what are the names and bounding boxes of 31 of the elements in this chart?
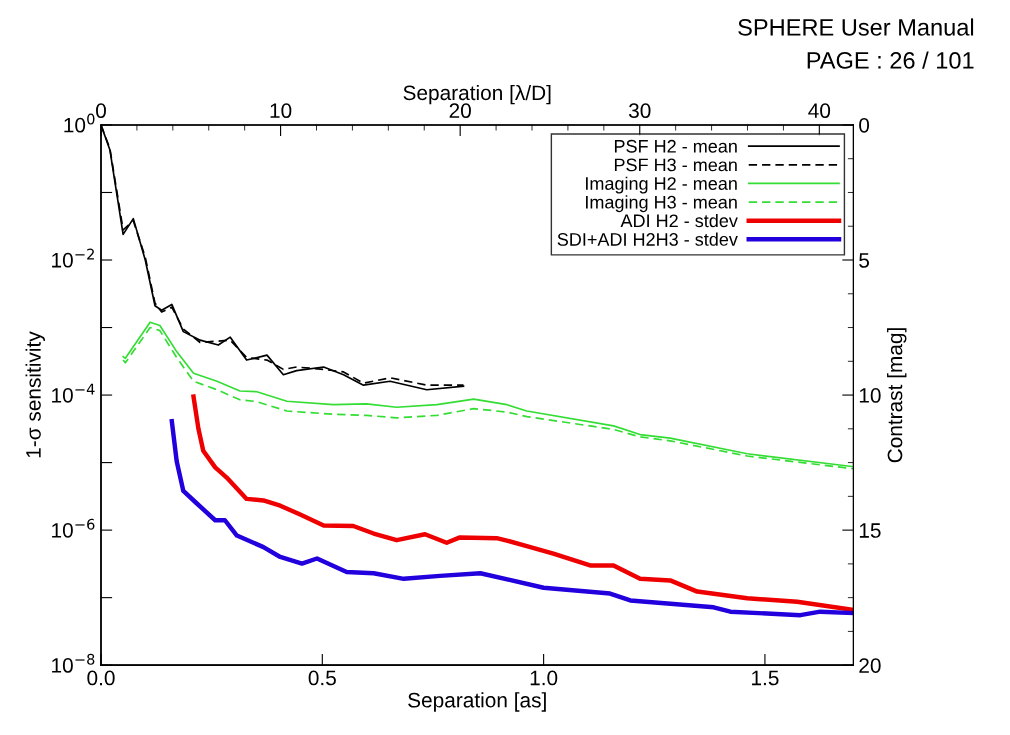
x2-tick-label: 0: [96, 103, 106, 119]
y2-tick-label: 0: [859, 117, 870, 133]
y2-tick-label: 5: [859, 253, 870, 268]
x-tick-label: 0.5: [308, 670, 336, 686]
y2-tick-label: 10: [859, 388, 881, 403]
text: PAGE : 26 / 101: [807, 51, 974, 69]
x2-tick-label: 10: [270, 103, 292, 119]
x2-axis-title: Separation [λ/D]: [403, 84, 551, 105]
line-series: [169, 418, 854, 618]
y-tick-label: 10$^{−2}$: [52, 248, 94, 268]
legend-label: PSF H2 - mean: [614, 139, 737, 153]
y2-tick-label: 20: [859, 658, 881, 673]
y-axis-title: 1-σ sensitivity: [25, 331, 45, 458]
legend-label: Imaging H2 - mean: [586, 176, 737, 194]
y-tick-label: 10$^{−4}$: [52, 383, 95, 403]
legend-label: PSF H3 - mean: [614, 158, 737, 172]
x2-tick-label: 40: [808, 103, 831, 119]
legend-label: Imaging H3 - mean: [586, 195, 737, 213]
y2-axis-title: Contrast [mag]: [887, 328, 907, 463]
x2-tick-label: 20: [449, 103, 471, 119]
x-tick-label: 1.0: [530, 670, 558, 686]
legend-label: SDI+ADI H2H3 - stdev: [557, 232, 738, 246]
y-tick-label: 10$^{0}$: [64, 113, 95, 133]
y2-tick-label: 15: [859, 523, 881, 538]
legend-label: ADI H2 - stdev: [620, 213, 738, 228]
text: SPHERE User Manual: [738, 18, 974, 36]
x-axis-title: Separation [as]: [408, 692, 546, 712]
y-tick-label: 10$^{−6}$: [52, 518, 95, 538]
x-tick-label: 1.5: [752, 670, 779, 686]
x2-tick-label: 30: [628, 103, 651, 119]
line-series: [191, 394, 854, 613]
